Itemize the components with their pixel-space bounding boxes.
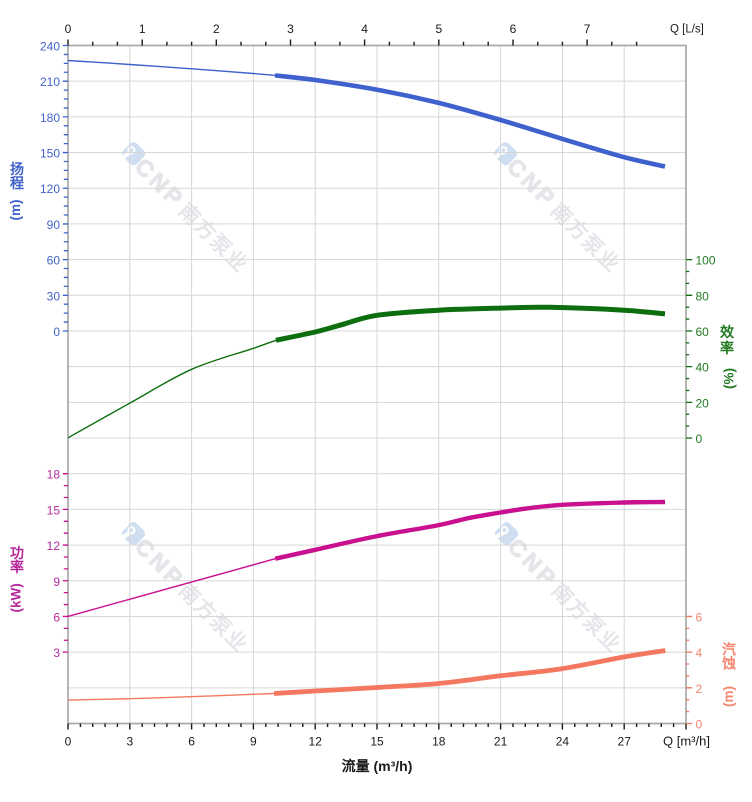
svg-text:180: 180 (40, 111, 60, 125)
svg-text:3: 3 (53, 646, 60, 660)
svg-text:15: 15 (47, 503, 61, 517)
svg-text:蚀: 蚀 (721, 656, 736, 672)
svg-text:90: 90 (47, 218, 61, 232)
svg-text:40: 40 (696, 361, 710, 375)
svg-text:4: 4 (696, 646, 703, 660)
svg-text:(%): (%) (722, 368, 737, 389)
svg-text:60: 60 (47, 254, 61, 268)
svg-text:3: 3 (287, 22, 294, 36)
svg-text:1: 1 (139, 22, 146, 36)
svg-text:率: 率 (720, 340, 734, 356)
svg-text:6: 6 (188, 735, 195, 749)
svg-text:18: 18 (47, 468, 61, 482)
svg-text:120: 120 (40, 182, 60, 196)
svg-text:流量 (m³/h): 流量 (m³/h) (342, 758, 413, 774)
svg-text:12: 12 (47, 539, 61, 553)
svg-text:(m): (m) (8, 200, 23, 221)
svg-text:20: 20 (696, 396, 710, 410)
svg-text:2: 2 (696, 682, 703, 696)
svg-text:18: 18 (432, 735, 446, 749)
svg-text:0: 0 (696, 718, 703, 732)
svg-text:6: 6 (510, 22, 517, 36)
svg-text:150: 150 (40, 147, 60, 161)
svg-text:30: 30 (47, 289, 61, 303)
svg-text:7: 7 (584, 22, 591, 36)
svg-text:程: 程 (10, 175, 24, 191)
svg-text:210: 210 (40, 75, 60, 89)
svg-text:扬: 扬 (10, 161, 24, 177)
svg-text:100: 100 (696, 254, 716, 268)
svg-text:功: 功 (10, 545, 24, 561)
svg-text:Q [m³/h]: Q [m³/h] (663, 734, 710, 749)
svg-text:2: 2 (213, 22, 220, 36)
svg-text:6: 6 (696, 610, 703, 624)
svg-text:率: 率 (10, 559, 24, 575)
svg-text:240: 240 (40, 40, 60, 54)
svg-text:15: 15 (370, 735, 384, 749)
svg-text:80: 80 (696, 289, 710, 303)
svg-text:60: 60 (696, 325, 710, 339)
svg-text:24: 24 (556, 735, 570, 749)
svg-text:3: 3 (126, 735, 133, 749)
svg-text:9: 9 (53, 575, 60, 589)
svg-text:效: 效 (720, 324, 735, 340)
svg-text:9: 9 (250, 735, 257, 749)
svg-text:0: 0 (696, 432, 703, 446)
svg-text:4: 4 (361, 22, 368, 36)
svg-text:27: 27 (618, 735, 632, 749)
svg-text:汽: 汽 (722, 642, 736, 658)
svg-text:0: 0 (53, 325, 60, 339)
svg-text:21: 21 (494, 735, 508, 749)
svg-text:5: 5 (435, 22, 442, 36)
svg-text:0: 0 (65, 735, 72, 749)
svg-text:(m): (m) (721, 686, 736, 707)
svg-text:Q [L/s]: Q [L/s] (670, 24, 704, 36)
svg-text:0: 0 (65, 22, 72, 36)
svg-text:6: 6 (53, 610, 60, 624)
svg-text:12: 12 (309, 735, 323, 749)
svg-text:(kW): (kW) (8, 583, 23, 612)
